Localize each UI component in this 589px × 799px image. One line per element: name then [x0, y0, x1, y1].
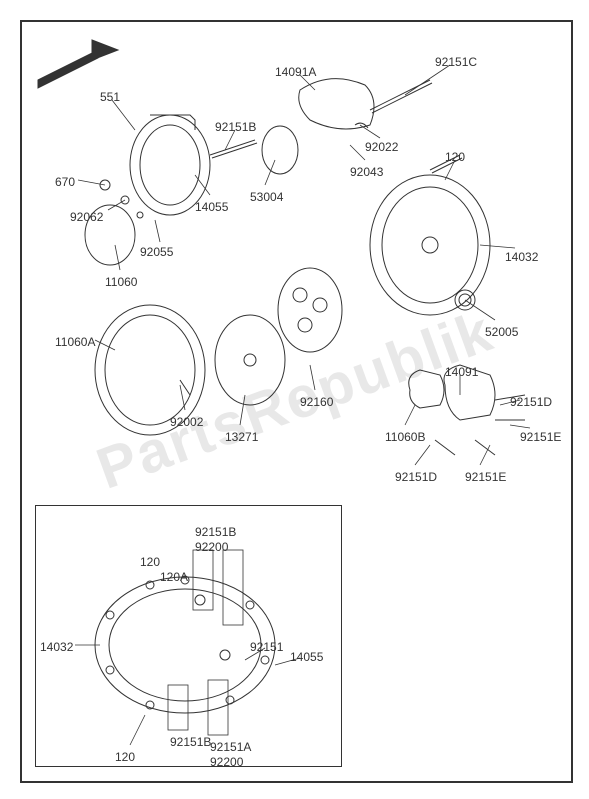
part-label-92055: 92055	[140, 245, 173, 259]
part-label-11060A: 11060A	[55, 335, 95, 349]
part-label-i_92151A: 92151A	[210, 740, 251, 754]
part-label-92160: 92160	[300, 395, 333, 409]
part-label-14055: 14055	[195, 200, 228, 214]
part-label-i_14032: 14032	[40, 640, 73, 654]
part-label-120: 120	[445, 150, 465, 164]
part-label-i_92151: 92151	[250, 640, 283, 654]
part-label-i_92200_1: 92200	[195, 540, 228, 554]
part-label-92022: 92022	[365, 140, 398, 154]
part-label-i_92151B_2: 92151B	[170, 735, 211, 749]
part-label-14032: 14032	[505, 250, 538, 264]
part-label-i_14055: 14055	[290, 650, 323, 664]
part-label-92151B: 92151B	[215, 120, 256, 134]
part-label-92062: 92062	[70, 210, 103, 224]
part-label-92151E_2: 92151E	[465, 470, 506, 484]
part-label-92151E_1: 92151E	[520, 430, 561, 444]
part-label-551: 551	[100, 90, 120, 104]
part-label-52005: 52005	[485, 325, 518, 339]
part-label-11060B: 11060B	[385, 430, 425, 444]
part-label-i_120A: 120A	[160, 570, 188, 584]
part-label-i_120_1: 120	[140, 555, 160, 569]
part-label-92151C: 92151C	[435, 55, 477, 69]
part-label-11060: 11060	[105, 275, 137, 289]
part-label-92043: 92043	[350, 165, 383, 179]
part-label-14091A: 14091A	[275, 65, 316, 79]
part-label-14091: 14091	[445, 365, 478, 379]
part-label-92151D_2: 92151D	[395, 470, 437, 484]
part-label-53004: 53004	[250, 190, 283, 204]
part-label-670: 670	[55, 175, 75, 189]
part-label-i_92200_2: 92200	[210, 755, 243, 769]
part-label-13271: 13271	[225, 430, 258, 444]
part-label-i_120_2: 120	[115, 750, 135, 764]
part-label-92002: 92002	[170, 415, 203, 429]
part-label-i_92151B_1: 92151B	[195, 525, 236, 539]
part-label-92151D_1: 92151D	[510, 395, 552, 409]
inset-frame	[35, 505, 342, 767]
diagram-container: PartsRepublik	[0, 0, 589, 799]
